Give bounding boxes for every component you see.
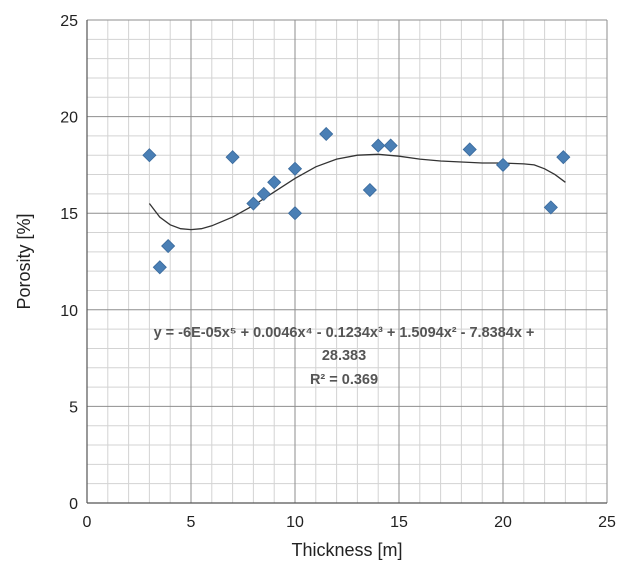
x-tick-label: 20 (494, 514, 512, 531)
data-points (142, 126, 571, 275)
x-axis-title: Thickness [m] (291, 540, 402, 560)
data-point-marker (287, 161, 303, 176)
data-point-marker (371, 138, 386, 153)
data-point-marker (556, 150, 571, 165)
y-tick-label: 0 (69, 496, 78, 513)
y-axis-title: Porosity [%] (14, 213, 34, 309)
equation-line-1: y = -6E-05x⁵ + 0.0046x⁴ - 0.1234x³ + 1.5… (154, 325, 535, 341)
x-tick-label: 0 (83, 514, 92, 531)
data-point-marker (287, 206, 303, 221)
data-point-marker (246, 196, 261, 211)
y-tick-label: 20 (60, 110, 78, 127)
data-point-marker (225, 150, 240, 165)
data-point-marker (142, 148, 157, 163)
data-point-marker (267, 175, 282, 190)
equation-line-2: 28.383 (322, 348, 366, 364)
axes (86, 20, 607, 504)
data-point-marker (543, 200, 558, 215)
y-tick-label: 25 (60, 13, 78, 30)
x-tick-label: 25 (598, 514, 616, 531)
data-point-marker (256, 186, 271, 201)
data-point-marker (495, 157, 511, 172)
x-tick-label: 10 (286, 514, 304, 531)
data-point-marker (383, 138, 398, 153)
x-tick-label: 15 (390, 514, 408, 531)
x-tick-label: 5 (187, 514, 196, 531)
data-point-marker (462, 142, 477, 157)
r-squared-label: R² = 0.369 (310, 372, 378, 388)
data-point-marker (152, 260, 167, 275)
y-tick-label: 15 (60, 206, 78, 223)
minor-gridlines (87, 20, 607, 503)
data-point-marker (161, 238, 176, 254)
plot-area (87, 20, 607, 503)
y-tick-label: 10 (60, 303, 78, 320)
trendline (148, 153, 566, 231)
y-tick-labels: 0 5 10 15 20 25 (60, 13, 78, 513)
y-tick-label: 5 (69, 399, 78, 416)
data-point-marker (319, 126, 334, 142)
x-tick-labels: 0 5 10 15 20 25 (83, 514, 616, 531)
data-point-marker (362, 182, 377, 198)
